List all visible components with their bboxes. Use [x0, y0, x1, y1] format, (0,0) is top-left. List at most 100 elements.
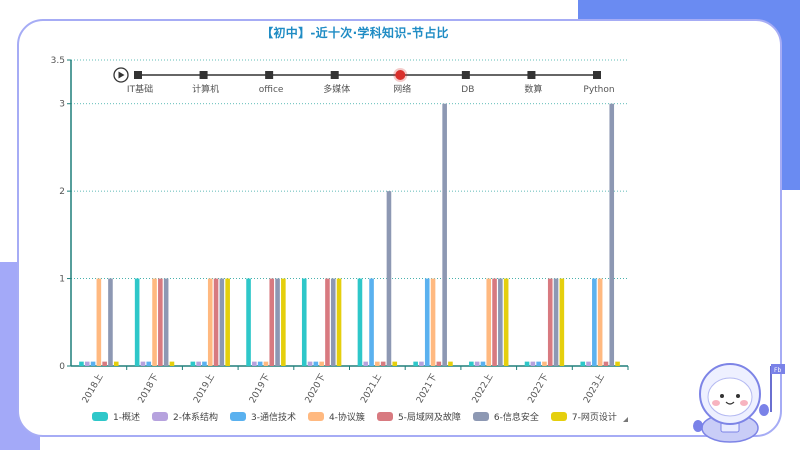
bar[interactable]: [498, 278, 503, 366]
bar[interactable]: [281, 278, 286, 366]
bar[interactable]: [424, 278, 430, 366]
legend-item[interactable]: 4-协议簇: [307, 410, 365, 423]
y-tick-label: 3: [59, 100, 65, 110]
legend-item[interactable]: 2-体系结构: [151, 410, 218, 423]
bar[interactable]: [190, 361, 196, 366]
bar[interactable]: [524, 361, 530, 366]
bar[interactable]: [419, 361, 424, 366]
timeline-item[interactable]: IT基础: [127, 71, 153, 95]
play-icon[interactable]: [113, 67, 129, 83]
timeline-label: office: [259, 85, 284, 95]
timeline-item[interactable]: office: [259, 71, 284, 95]
bar[interactable]: [301, 278, 307, 366]
legend-swatch-icon: [472, 412, 489, 421]
bar[interactable]: [152, 278, 157, 366]
bar[interactable]: [102, 361, 107, 366]
bar[interactable]: [319, 361, 324, 366]
bar[interactable]: [113, 361, 119, 366]
bar[interactable]: [430, 278, 436, 366]
bar[interactable]: [257, 361, 263, 366]
bar[interactable]: [252, 361, 257, 366]
bar[interactable]: [330, 278, 336, 366]
bar[interactable]: [442, 103, 447, 366]
bar[interactable]: [609, 103, 615, 366]
x-tick-label: 2023上: [581, 372, 606, 405]
bar[interactable]: [79, 361, 84, 366]
bar[interactable]: [597, 278, 603, 366]
x-tick-label: 2020下: [304, 373, 329, 406]
legend-item[interactable]: 6-信息安全: [472, 410, 539, 423]
bar[interactable]: [492, 278, 497, 366]
flag-text: Fb: [774, 367, 781, 374]
bar[interactable]: [269, 278, 275, 366]
bar[interactable]: [84, 361, 90, 366]
bar[interactable]: [357, 278, 363, 366]
bar[interactable]: [542, 361, 547, 366]
bar[interactable]: [380, 361, 386, 366]
legend-item[interactable]: 1-概述: [92, 410, 140, 423]
bar[interactable]: [263, 361, 269, 366]
legend-item[interactable]: 7-网页设计: [550, 410, 617, 423]
bar[interactable]: [375, 361, 380, 366]
bar[interactable]: [108, 278, 113, 366]
legend-label: 2-体系结构: [172, 413, 218, 423]
bar[interactable]: [140, 361, 146, 366]
bar[interactable]: [207, 278, 213, 366]
legend-label: 1-概述: [113, 413, 140, 423]
bar[interactable]: [325, 278, 330, 366]
bar[interactable]: [163, 278, 169, 366]
bar[interactable]: [436, 361, 442, 366]
timeline-item[interactable]: 多媒体: [323, 71, 350, 95]
x-tick-label: 2021上: [358, 372, 383, 405]
bar[interactable]: [90, 361, 96, 366]
bar[interactable]: [592, 278, 597, 366]
x-tick-label: 2021下: [415, 373, 440, 406]
bar[interactable]: [615, 361, 620, 366]
bar[interactable]: [413, 361, 418, 366]
bar[interactable]: [202, 361, 207, 366]
bar[interactable]: [580, 361, 586, 366]
bar[interactable]: [275, 278, 280, 366]
bar[interactable]: [392, 361, 398, 366]
bar[interactable]: [547, 278, 553, 366]
bar[interactable]: [603, 361, 609, 366]
bar[interactable]: [369, 278, 374, 366]
bar[interactable]: [146, 361, 152, 366]
bar[interactable]: [474, 361, 480, 366]
timeline-item[interactable]: Python: [583, 71, 615, 95]
bar[interactable]: [469, 361, 474, 366]
legend-item[interactable]: 5-局域网及故障: [376, 410, 461, 423]
bar[interactable]: [134, 278, 140, 366]
bar[interactable]: [169, 361, 175, 366]
bar[interactable]: [213, 278, 219, 366]
resize-handle-icon[interactable]: [623, 417, 628, 422]
legend-item[interactable]: 3-通信技术: [229, 410, 296, 423]
bar[interactable]: [503, 278, 509, 366]
bar[interactable]: [553, 278, 559, 366]
bar[interactable]: [530, 361, 536, 366]
timeline-label: 多媒体: [323, 83, 350, 95]
bar[interactable]: [363, 361, 369, 366]
bar[interactable]: [336, 278, 342, 366]
timeline-item[interactable]: DB: [461, 71, 474, 95]
bar[interactable]: [536, 361, 541, 366]
bar[interactable]: [480, 361, 486, 366]
bar[interactable]: [448, 361, 453, 366]
bar[interactable]: [486, 278, 492, 366]
bar[interactable]: [246, 278, 251, 366]
bar[interactable]: [158, 278, 163, 366]
bar[interactable]: [96, 278, 102, 366]
bar[interactable]: [307, 361, 313, 366]
bar[interactable]: [225, 278, 230, 366]
timeline-item[interactable]: 计算机: [192, 71, 219, 95]
timeline-item[interactable]: 网络: [393, 68, 411, 95]
bar[interactable]: [559, 278, 565, 366]
bar[interactable]: [586, 361, 591, 366]
bar[interactable]: [219, 278, 225, 366]
bar[interactable]: [386, 191, 392, 366]
bar[interactable]: [313, 361, 319, 366]
bar[interactable]: [196, 361, 201, 366]
timeline-label: DB: [461, 85, 474, 95]
timeline-item[interactable]: 数算: [524, 71, 542, 95]
